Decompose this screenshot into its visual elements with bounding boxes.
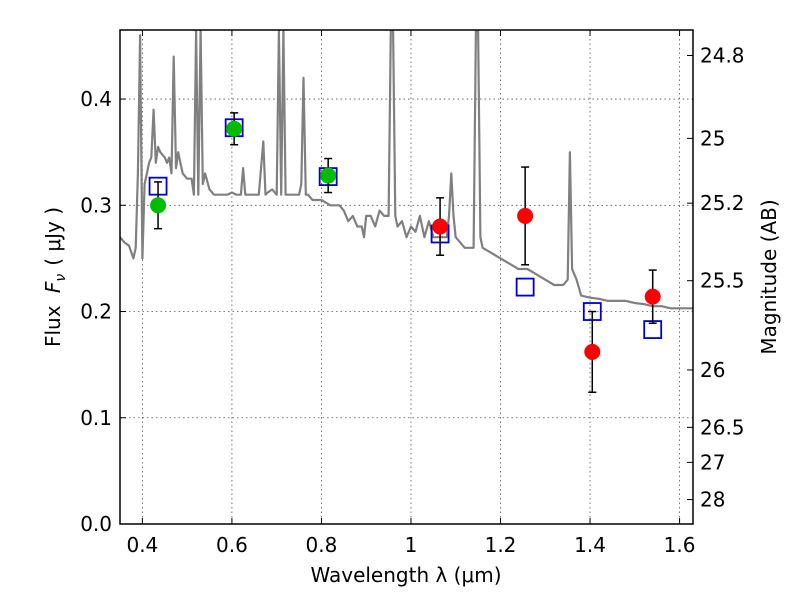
plot-area (120, 30, 693, 394)
y-tick-label: 0.0 (80, 512, 112, 536)
photometry-point (517, 207, 534, 224)
plot-frame (119, 29, 694, 525)
spectrum-line (120, 30, 693, 310)
photometry-point (320, 167, 337, 184)
model-photometry-square (515, 277, 535, 297)
y-tick-label: 0.3 (80, 193, 112, 217)
right-tick-label: 26 (700, 358, 725, 382)
right-tick-label: 26.5 (700, 415, 745, 439)
y-tick-label: 0.4 (80, 87, 112, 111)
right-tick-label: 25.5 (700, 269, 745, 293)
y-axis-left-label-units: ( μJy ) (41, 207, 65, 266)
y-tick-label: 0.2 (80, 300, 112, 324)
right-tick-label: 25.2 (700, 191, 745, 215)
x-axis-label: Wavelength λ (μm) (310, 563, 501, 587)
y-axis-right-label: Magnitude (AB) (757, 199, 781, 354)
y-axis-left-label-subscript: ν (53, 274, 69, 282)
y-axis-left-label-symbol: F (41, 281, 65, 293)
x-tick-label: 0.8 (306, 533, 338, 557)
x-tick-label: 0.4 (126, 533, 158, 557)
y-axis-left-label: Flux Fν ( μJy ) (41, 207, 69, 347)
photometry-point (432, 218, 449, 235)
y-axis-left-label-text: Flux (41, 299, 65, 347)
x-tick-label: 1.6 (664, 533, 696, 557)
y-tick-label: 0.1 (80, 406, 112, 430)
x-tick-label: 1.4 (574, 533, 606, 557)
right-tick-label: 24.8 (700, 43, 745, 67)
x-tick-label: 0.6 (216, 533, 248, 557)
right-tick-label: 25 (700, 126, 725, 150)
right-tick-label: 28 (700, 488, 725, 512)
right-tick-label: 27 (700, 450, 725, 474)
data-layer (120, 30, 693, 394)
photometry-point (584, 343, 601, 360)
photometry-point (150, 197, 167, 214)
x-tick-label: 1.2 (485, 533, 517, 557)
photometry-point (644, 288, 661, 305)
grid-lines (120, 30, 693, 525)
axis-ticks: 0.4 0.6 0.8 1 1.2 1.4 1.6 0.0 0.1 0.2 0.3 0.4 24.8 25… (80, 30, 745, 557)
photometry-point (226, 120, 243, 137)
x-tick-label: 1 (405, 533, 418, 557)
